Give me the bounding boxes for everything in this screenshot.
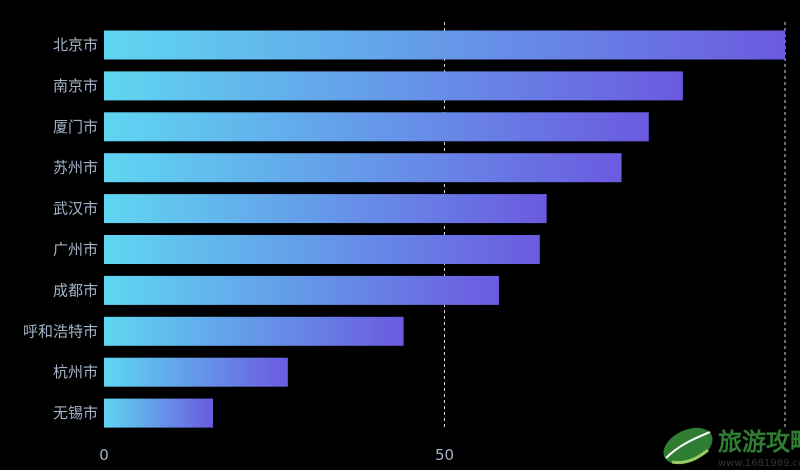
watermark-url: www.1681989.com [718, 458, 800, 469]
bar-7 [104, 316, 404, 346]
bars [104, 30, 785, 428]
watermark-text: 旅游攻略 [718, 427, 800, 456]
x-tick-label: 50 [435, 446, 454, 464]
bar-2 [104, 112, 649, 142]
category-label: 武汉市 [53, 200, 98, 218]
bar-6 [104, 275, 499, 305]
x-axis-ticks: 0 50 [99, 446, 454, 464]
category-label: 厦门市 [53, 118, 98, 136]
bar-4 [104, 194, 547, 224]
bar-8 [104, 357, 288, 387]
x-tick-label: 0 [99, 446, 109, 464]
category-label: 杭州市 [53, 363, 98, 381]
bar-9 [104, 398, 213, 428]
watermark: 旅游攻略 www.1681989.com [663, 427, 800, 469]
bar-3 [104, 153, 622, 183]
category-label: 南京市 [53, 77, 98, 95]
bar-0 [104, 30, 785, 60]
bar-5 [104, 235, 540, 264]
bar-1 [104, 71, 683, 101]
category-label: 呼和浩特市 [23, 322, 98, 340]
leaf-logo-icon [663, 427, 713, 465]
category-label: 无锡市 [53, 404, 98, 422]
category-label: 成都市 [53, 281, 98, 299]
category-label: 广州市 [53, 241, 98, 259]
category-label: 北京市 [53, 36, 98, 54]
category-label: 苏州市 [53, 159, 98, 177]
